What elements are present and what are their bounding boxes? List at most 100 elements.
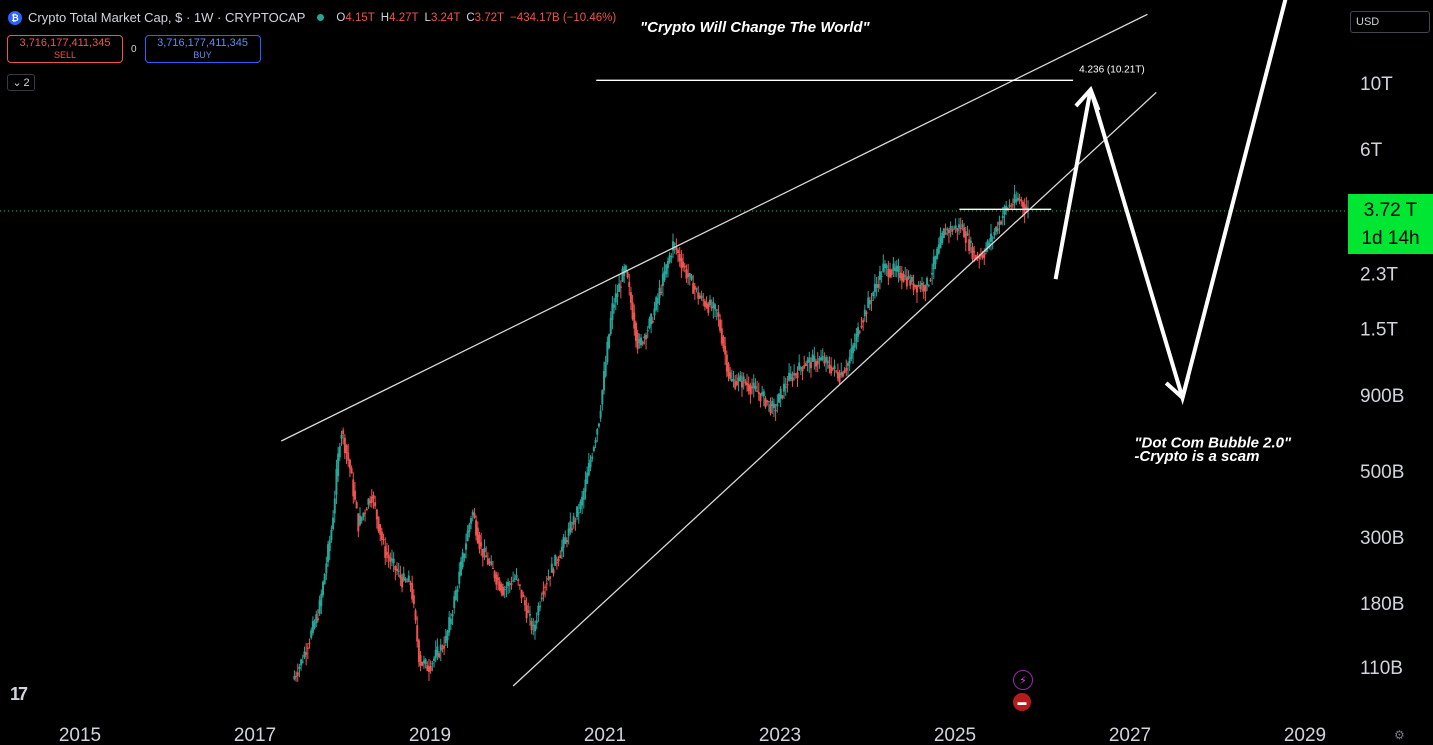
candle-body [702, 299, 705, 301]
candle-body [468, 524, 471, 533]
candle-body [606, 341, 609, 363]
candle-body [732, 379, 735, 382]
candle-body [323, 573, 326, 585]
us-flag-icon[interactable]: ▬ [1013, 693, 1031, 711]
candle-body [530, 620, 533, 631]
trendline [280, 13, 1148, 442]
buy-button[interactable]: 3,716,177,411,345 BUY [144, 35, 261, 63]
candle-body [752, 382, 755, 388]
ohlc-key: H [380, 11, 390, 24]
symbol-logo-icon: ₿ [8, 10, 22, 25]
candle-body [1025, 206, 1028, 210]
gear-icon[interactable]: ⚙ [1394, 728, 1405, 742]
candle-body [666, 261, 669, 269]
candle-body [478, 535, 481, 549]
sell-price: 3,716,177,411,345 [19, 37, 111, 49]
candle-body [848, 357, 851, 364]
price-axis[interactable]: 10T 6T 2.3T 1.5T 900B 500B 300B 180B 110B [1360, 74, 1404, 679]
lightning-icon[interactable]: ⚡ [1013, 670, 1033, 690]
candle-body [296, 672, 299, 676]
candle-body [996, 228, 999, 231]
chart-annotation: "Dot Com Bubble 2.0" [1134, 434, 1292, 451]
candle-body [311, 620, 314, 634]
candle-body [735, 381, 738, 385]
trade-panel: 3,716,177,411,345 SELL 0 3,716,177,411,3… [7, 35, 261, 63]
candle-body [929, 279, 932, 281]
candle-body [370, 496, 373, 503]
candle-body [705, 302, 708, 308]
candle-body [436, 646, 439, 656]
candle-body [658, 287, 661, 298]
candle-body [422, 660, 425, 664]
candle-body [841, 372, 844, 377]
candle-body [774, 410, 777, 412]
candle-body [709, 299, 711, 306]
candle-body [459, 561, 462, 576]
candle-body [495, 574, 498, 585]
x-tick-label: 2027 [1109, 725, 1151, 745]
candle-body [845, 368, 848, 371]
candle-body [576, 506, 579, 517]
candle-body [993, 232, 996, 236]
candle-body [932, 256, 935, 270]
candle-body [720, 328, 723, 344]
candle-body [406, 581, 409, 583]
candle-body [549, 576, 552, 579]
candle-body [889, 269, 892, 278]
symbol-header[interactable]: ₿ Crypto Total Market Cap, $ · 1W · CRYP… [8, 10, 616, 25]
indicators-toggle-button[interactable]: ⌄ 2 [7, 74, 35, 91]
candle-body [892, 263, 895, 271]
candle-body [443, 645, 446, 649]
candle-body [1010, 205, 1013, 207]
projection-arrowhead-up [1074, 85, 1101, 111]
candle-body [959, 227, 962, 230]
currency-selector[interactable]: USD [1350, 11, 1430, 33]
candle-body [660, 291, 663, 293]
candle-body [698, 295, 701, 299]
candle-body [523, 600, 526, 606]
candle-body [863, 309, 866, 317]
candle-body [690, 275, 693, 280]
candle-body [540, 597, 543, 600]
chart-annotation: -Crypto is a scam [1134, 448, 1259, 465]
candle-body [471, 511, 474, 516]
candle-body [784, 386, 787, 388]
candle-body [830, 366, 833, 374]
sell-button[interactable]: 3,716,177,411,345 SELL [7, 35, 123, 63]
ohlc-key: O [336, 11, 346, 24]
y-tick-label: 180B [1360, 594, 1404, 615]
candle-body [872, 292, 875, 297]
candle-body [438, 653, 441, 658]
candle-body [599, 410, 602, 419]
candle-body [692, 282, 695, 294]
candle-body [431, 663, 434, 665]
candle-body [629, 292, 632, 303]
candle-body [379, 524, 382, 535]
candle-body [816, 360, 819, 365]
candle-body [986, 240, 989, 249]
candle-body [937, 244, 940, 254]
candle-body [597, 423, 600, 427]
candle-body [571, 528, 574, 530]
candle-body [569, 521, 572, 533]
time-axis[interactable]: 2015 2017 2019 2021 2023 2025 2027 2029 [59, 725, 1326, 745]
candle-body [1006, 208, 1009, 210]
candle-body [295, 675, 298, 677]
tradingview-logo-icon[interactable]: 17 [10, 684, 28, 704]
candle-body [362, 512, 365, 517]
candle-body [813, 355, 816, 362]
market-status-icon[interactable] [317, 14, 325, 21]
candle-body [470, 518, 473, 524]
candle-body [931, 272, 934, 275]
symbol-title[interactable]: Crypto Total Market Cap, $ · 1W · CRYPTO… [28, 10, 306, 25]
indicators-count: 2 [23, 76, 30, 89]
candle-body [730, 378, 733, 382]
candle-body [909, 280, 912, 286]
candle-body [335, 468, 338, 495]
x-tick-label: 2015 [59, 725, 101, 745]
candle-body [407, 575, 410, 582]
candle-body [719, 319, 722, 331]
candle-body [355, 502, 358, 509]
candle-body [942, 228, 945, 238]
